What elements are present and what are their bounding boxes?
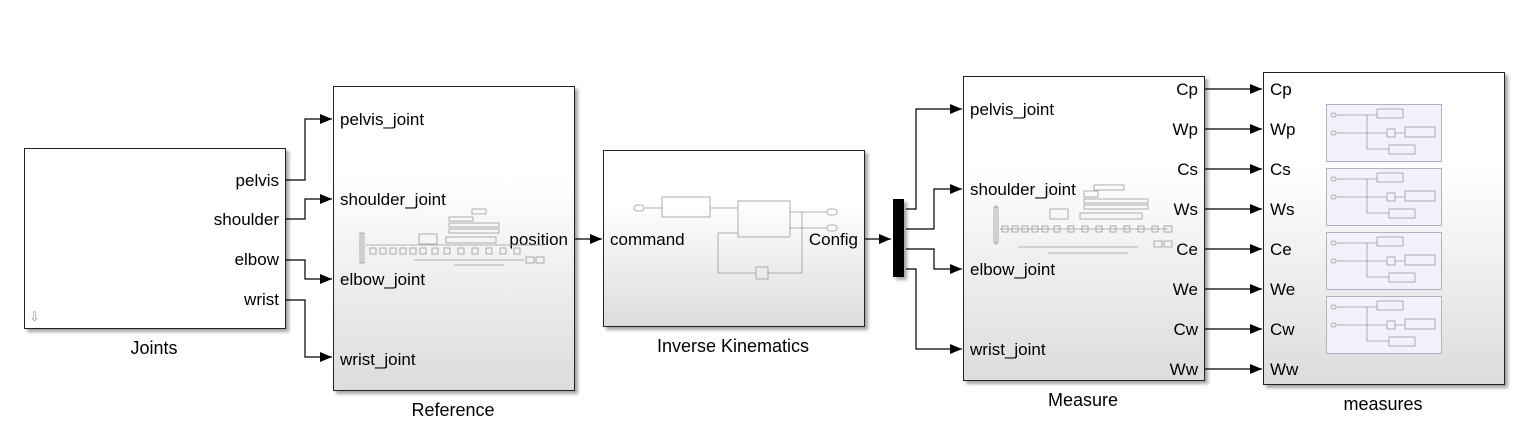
measures-block[interactable]: Cp Wp Cs Ws Ce We Cw Ww: [1263, 72, 1505, 385]
mux-bar[interactable]: [893, 199, 904, 277]
port-ww-out: Ww: [1169, 360, 1198, 379]
measures-label: measures: [1343, 394, 1423, 414]
port-config: Config: [808, 230, 858, 249]
wire-pelvis: [285, 114, 332, 181]
port-cp-out: Cp: [1176, 80, 1198, 99]
port-cp-in: Cp: [1270, 80, 1292, 99]
ik-block[interactable]: command Config: [603, 150, 865, 327]
port-we-in: We: [1270, 280, 1296, 299]
port-wrist: wrist: [244, 290, 279, 309]
wire-elbow: [285, 259, 332, 284]
port-cs-in: Cs: [1270, 160, 1291, 179]
port-elbow: elbow: [234, 250, 279, 269]
joints-label: Joints: [130, 338, 178, 358]
measure-preview: [993, 184, 1173, 254]
wire-mux-wrist: [906, 268, 962, 354]
port-wrist-joint-m: wrist_joint: [970, 340, 1046, 359]
port-ws-in: Ws: [1270, 200, 1295, 219]
port-cw-in: Cw: [1270, 320, 1295, 339]
port-position: position: [509, 230, 568, 249]
scope-thumbnail: [1326, 104, 1442, 162]
scope-thumbnail: [1326, 296, 1442, 354]
measure-label: Measure: [1047, 390, 1119, 410]
port-elbow-joint-m: elbow_joint: [970, 260, 1056, 279]
port-wrist-joint: wrist_joint: [340, 350, 416, 369]
joints-block[interactable]: pelvis shoulder elbow wrist ⇩: [24, 148, 286, 329]
wire-shoulder: [285, 194, 332, 220]
port-ws-out: Ws: [1173, 200, 1198, 219]
port-wp-out: Wp: [1172, 120, 1199, 139]
port-shoulder-joint-m: shoulder_joint: [970, 180, 1076, 199]
ik-preview: [633, 196, 838, 280]
port-pelvis-joint: pelvis_joint: [340, 110, 425, 129]
wire-wrist: [285, 299, 332, 362]
port-wp-in: Wp: [1270, 120, 1296, 139]
port-command: command: [610, 230, 685, 249]
reference-block[interactable]: pelvis_joint shoulder_joint elbow_joint …: [333, 86, 575, 391]
scope-thumbnail: [1326, 168, 1442, 226]
wire-mux-pelvis: [906, 104, 962, 210]
scope-thumbnail: [1326, 232, 1442, 290]
down-arrow-icon: ⇩: [29, 309, 40, 324]
port-ww-in: Ww: [1270, 360, 1299, 379]
port-shoulder-joint: shoulder_joint: [340, 190, 446, 209]
port-ce-in: Ce: [1270, 240, 1292, 259]
reference-label: Reference: [411, 400, 495, 420]
port-shoulder: shoulder: [213, 210, 279, 229]
subsystem-preview: [359, 208, 545, 266]
wire-mux-shoulder: [906, 184, 962, 230]
wire-mux-elbow: [906, 248, 962, 274]
ik-label: Inverse Kinematics: [656, 336, 810, 356]
port-elbow-joint: elbow_joint: [340, 270, 426, 289]
port-cs-out: Cs: [1177, 160, 1198, 179]
port-pelvis-joint-m: pelvis_joint: [970, 100, 1055, 119]
measure-block[interactable]: pelvis_joint shoulder_joint elbow_joint …: [963, 76, 1205, 381]
port-we-out: We: [1172, 280, 1198, 299]
port-cw-out: Cw: [1173, 320, 1198, 339]
port-pelvis: pelvis: [235, 171, 279, 190]
port-ce-out: Ce: [1176, 240, 1198, 259]
